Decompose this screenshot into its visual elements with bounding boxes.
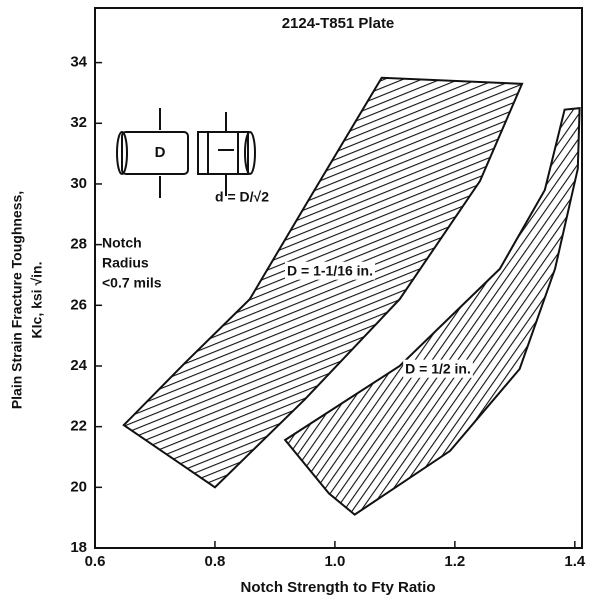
plot-frame (94, 7, 583, 549)
y-tick-label: 24 (70, 357, 87, 374)
notch-label: Notch (102, 235, 142, 251)
label-background (285, 261, 375, 280)
diagram-label: D (155, 144, 166, 161)
y-tick-label: 26 (70, 296, 87, 313)
y-tick-label: 28 (70, 236, 87, 253)
specimen-diagram (116, 108, 256, 198)
y-tick-label: 22 (70, 418, 87, 435)
x-tick-label: 1.0 (324, 553, 345, 570)
x-tick-label: 0.8 (205, 553, 226, 570)
notch-label: Radius (102, 255, 149, 271)
formula-label: d = D/√2 (215, 189, 269, 205)
chart-title: 2124-T851 Plate (282, 15, 395, 32)
band-area (122, 76, 524, 489)
band-area (283, 107, 581, 516)
x-tick-label: 0.6 (85, 553, 106, 570)
band-label: D = 1/2 in. (405, 361, 471, 377)
y-tick-label: 34 (70, 54, 87, 71)
x-tick-label: 1.2 (444, 553, 465, 570)
label-background (403, 359, 473, 378)
y-axis-label: Plain Strain Fracture Toughness, (9, 191, 25, 409)
y-tick-label: 18 (70, 539, 87, 556)
y-axis-label: KIc, ksi √in. (29, 262, 45, 339)
notch-label: <0.7 mils (102, 275, 162, 291)
x-axis-label: Notch Strength to Fty Ratio (241, 579, 436, 596)
band-label: D = 1-1/16 in. (287, 263, 373, 279)
y-tick-label: 20 (70, 478, 87, 495)
y-tick-label: 30 (70, 175, 87, 192)
y-tick-label: 32 (70, 114, 87, 131)
x-tick-label: 1.4 (564, 553, 586, 570)
